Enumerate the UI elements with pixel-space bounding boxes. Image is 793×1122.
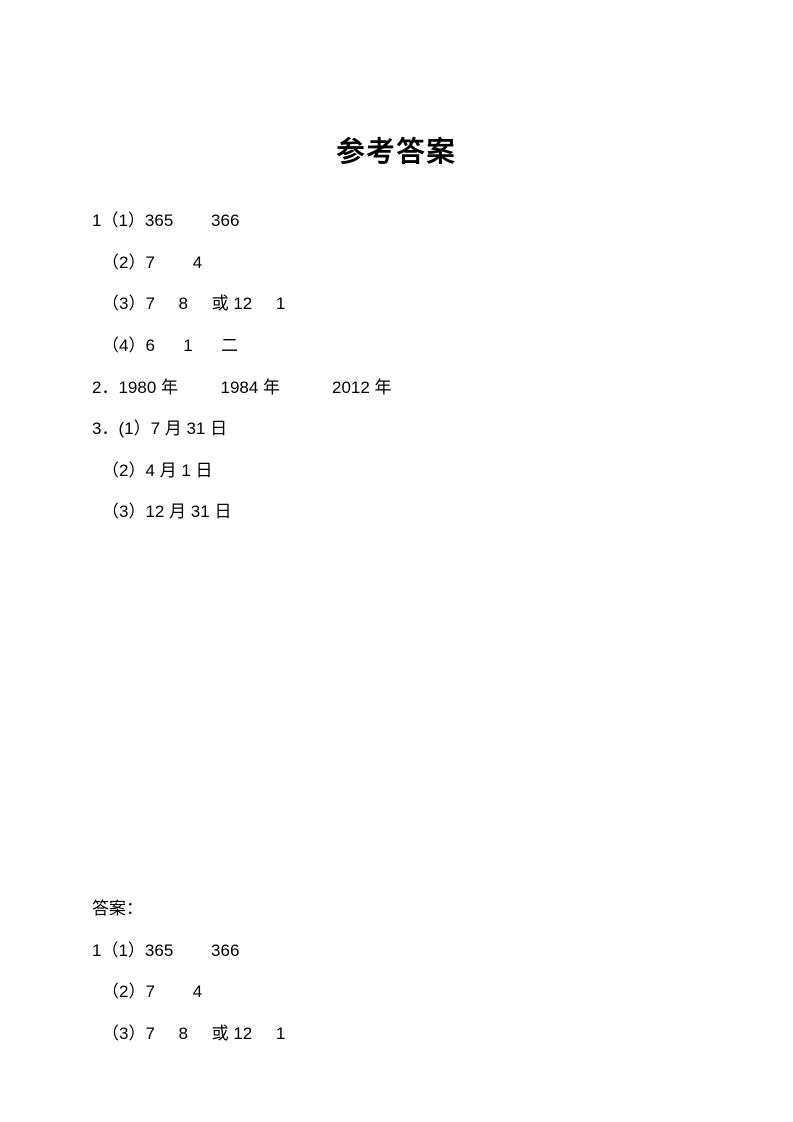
answer-line-1-4: （4）6 1 二 [92, 325, 701, 367]
answer-line-3-1: 3．(1）7 月 31 日 [92, 408, 701, 450]
section-2: 答案： 1（1）365 366 （2）7 4 （3）7 8 或 12 1 [92, 888, 701, 1055]
answer2-line-1-1: 1（1）365 366 [92, 930, 701, 972]
answer-line-1-3: （3）7 8 或 12 1 [92, 283, 701, 325]
section-2-header: 答案： [92, 888, 701, 930]
section-1: 1（1）365 366 （2）7 4 （3）7 8 或 12 1 （4）6 1 … [92, 200, 701, 533]
answer-line-2: 2．1980 年 1984 年 2012 年 [92, 367, 701, 409]
answer2-line-1-3: （3）7 8 或 12 1 [92, 1013, 701, 1055]
page-title: 参考答案 [92, 130, 701, 170]
answer-line-1-2: （2）7 4 [92, 242, 701, 284]
answer-line-3-2: （2）4 月 1 日 [92, 450, 701, 492]
document-content: 参考答案 1（1）365 366 （2）7 4 （3）7 8 或 12 1 （4… [0, 0, 793, 1055]
answer-line-3-3: （3）12 月 31 日 [92, 491, 701, 533]
answer2-line-1-2: （2）7 4 [92, 971, 701, 1013]
answer-line-1-1: 1（1）365 366 [92, 200, 701, 242]
